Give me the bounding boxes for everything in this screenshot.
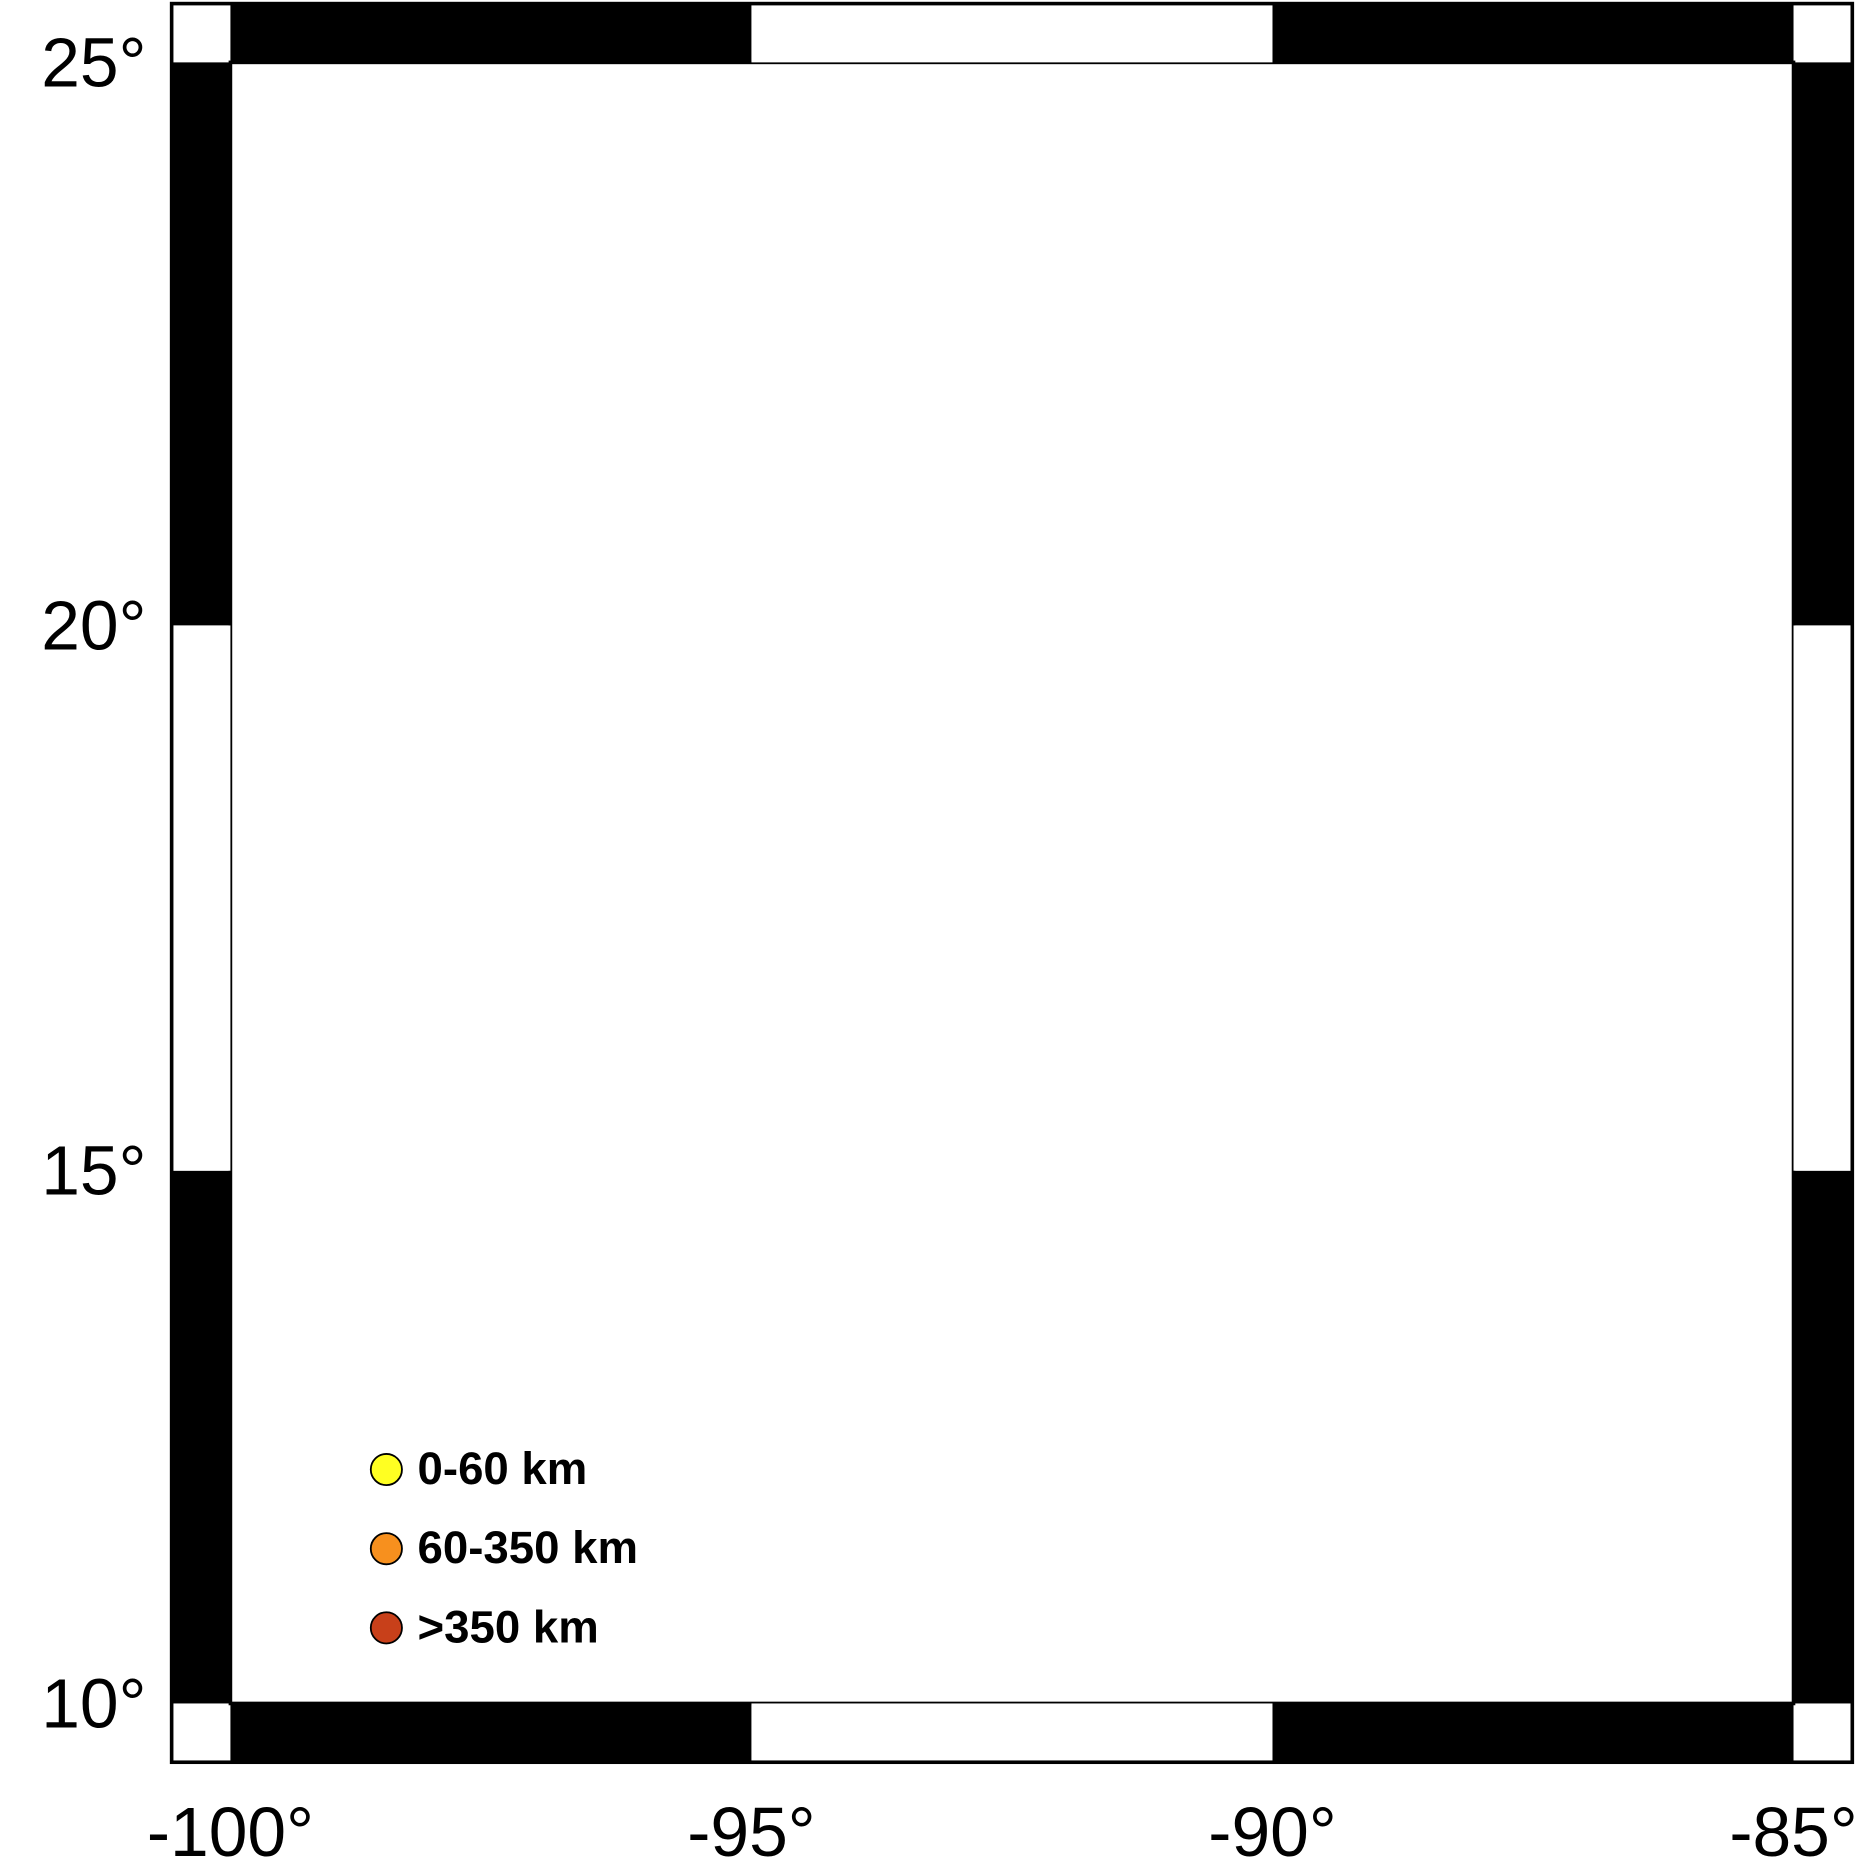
- frame-segment: [1793, 1170, 1853, 1704]
- y-tick-label: 25°: [41, 23, 146, 101]
- frame-segment: [230, 1703, 752, 1763]
- frame-segment: [1793, 625, 1853, 1171]
- legend-label: >350 km: [418, 1601, 599, 1652]
- frame-segment: [171, 625, 231, 1171]
- legend-marker: [369, 1453, 403, 1487]
- y-tick-label: 10°: [41, 1664, 146, 1742]
- y-tick-label: 20°: [41, 586, 146, 664]
- frame-segment: [171, 1170, 231, 1704]
- frame: -100° -95° -90° -85° 10° 15° 20° 25°: [41, 1, 1858, 1871]
- frame-segment: [171, 62, 231, 626]
- x-tick-label: -95°: [687, 1793, 815, 1871]
- legend-label: 60-350 km: [418, 1522, 638, 1573]
- frame-segment: [230, 3, 752, 63]
- frame-segment: [1793, 62, 1853, 626]
- x-tick-label: -100°: [147, 1793, 314, 1871]
- frame-segment: [1272, 1703, 1794, 1763]
- frame-segment: [751, 3, 1273, 63]
- legend-marker: [369, 1611, 403, 1645]
- legend-marker: [369, 1532, 403, 1566]
- frame-segment: [751, 1703, 1273, 1763]
- frame-segment: [1272, 3, 1794, 63]
- x-tick-label: -90°: [1208, 1793, 1336, 1871]
- y-tick-label: 15°: [41, 1132, 146, 1210]
- x-tick-label: -85°: [1729, 1793, 1857, 1871]
- legend-label: 0-60 km: [418, 1443, 588, 1494]
- legend: 0-60 km 60-350 km >350 km: [369, 1443, 638, 1652]
- frame-outer: [169, 1, 1855, 1765]
- frame-bg: [171, 3, 1853, 1763]
